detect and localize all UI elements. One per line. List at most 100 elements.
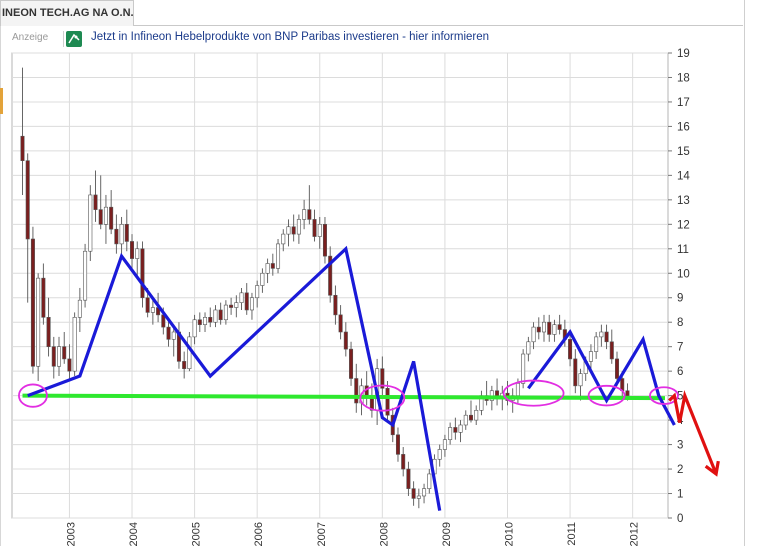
ad-link[interactable]: Jetzt in Infineon Hebelprodukte von BNP … <box>91 31 490 43</box>
candle-body <box>270 263 275 269</box>
candle <box>453 417 458 440</box>
candle-body <box>223 304 228 321</box>
candle-body <box>140 248 145 299</box>
candle <box>67 344 72 381</box>
candle-body <box>573 358 578 387</box>
candle <box>135 241 140 276</box>
candle-body <box>51 346 56 367</box>
highlight-ellipse <box>587 384 626 407</box>
x-tick-label: 2009 <box>441 522 453 546</box>
candle-body <box>124 224 129 242</box>
candle-body <box>41 277 46 318</box>
candle <box>458 420 463 443</box>
candle <box>140 241 145 308</box>
candlestick-chart: 2003 2004 2005 2006 2007 2008 2009 2010 2011 2012… <box>11 48 720 546</box>
candle <box>536 317 541 340</box>
candle <box>218 302 223 325</box>
y-tick-label: 15 <box>677 146 690 158</box>
candle <box>260 268 265 293</box>
candle <box>609 329 614 364</box>
price-chart: 2003 2004 2005 2006 2007 2008 2009 2010 2011 2012… <box>11 48 720 546</box>
scrollbar-track[interactable] <box>743 0 763 546</box>
candle-body <box>286 226 291 235</box>
candle-body <box>260 272 265 286</box>
ad-banner[interactable]: Anzeige Jetzt in Infineon Hebelprodukte … <box>8 28 736 50</box>
x-tick-label: 2008 <box>378 522 390 546</box>
candle-body <box>281 233 286 245</box>
candle <box>568 332 573 367</box>
candle-body <box>328 255 333 296</box>
candle <box>244 283 249 315</box>
candle <box>114 214 119 254</box>
candle-body <box>187 336 192 370</box>
candle <box>437 444 442 467</box>
candle <box>531 322 536 350</box>
candle-body <box>296 219 301 235</box>
candle-body <box>395 434 400 455</box>
candle <box>249 292 254 320</box>
candle-body <box>547 321 552 335</box>
candle-body <box>541 321 546 333</box>
y-tick-label: 0 <box>677 513 683 525</box>
candle <box>291 214 296 242</box>
candle-body <box>93 194 98 210</box>
x-tick-label: 2005 <box>191 522 203 546</box>
bnp-logo-icon <box>66 31 82 47</box>
candle-body <box>463 414 468 426</box>
y-tick-label: 3 <box>677 440 683 452</box>
candle <box>422 483 427 504</box>
x-tick-label: 2004 <box>128 522 140 546</box>
y-tick-label: 9 <box>677 293 683 305</box>
candle <box>317 216 322 249</box>
candle-body <box>36 277 41 367</box>
candle <box>93 170 98 222</box>
candle-body <box>615 358 620 379</box>
candle <box>213 305 218 328</box>
y-tick-label: 2 <box>677 464 683 476</box>
x-tick-label: 2012 <box>629 522 641 546</box>
candle <box>442 434 447 457</box>
x-tick-label: 2003 <box>65 522 77 546</box>
x-tick-label: 2010 <box>503 522 515 546</box>
candle-body <box>312 219 317 237</box>
candle-body <box>422 488 427 497</box>
candle <box>604 324 609 350</box>
candle <box>36 273 41 381</box>
candle <box>276 239 281 274</box>
candle <box>385 380 390 423</box>
candle <box>103 194 108 244</box>
candle <box>416 488 421 509</box>
candle <box>594 332 599 359</box>
support-line <box>22 393 666 401</box>
candle <box>599 324 604 347</box>
instrument-tab[interactable]: INEON TECH.AG NA O.N. <box>0 0 134 26</box>
candle-body <box>385 387 390 416</box>
candle <box>25 153 30 303</box>
candle-body <box>213 309 218 323</box>
candle-body <box>568 339 573 360</box>
candle-body <box>343 331 348 350</box>
candle-body <box>594 336 599 352</box>
candle <box>448 422 453 445</box>
candle <box>265 258 270 284</box>
candle <box>401 447 406 477</box>
candle <box>98 175 103 230</box>
candle <box>411 481 416 506</box>
y-tick-label: 10 <box>677 268 690 280</box>
candle-body <box>218 309 223 321</box>
candle-body <box>448 427 453 440</box>
y-tick-label: 13 <box>677 195 690 207</box>
candle-body <box>114 228 119 245</box>
candle-body <box>521 353 526 384</box>
candle-body <box>557 324 562 330</box>
y-tick-label: 6 <box>677 366 683 378</box>
candle-body <box>474 410 479 421</box>
candle <box>20 67 25 195</box>
candle <box>72 312 77 377</box>
candle-body <box>166 326 171 340</box>
candle-body <box>109 206 114 230</box>
candle <box>541 314 546 342</box>
candle <box>588 344 593 372</box>
candle-body <box>401 454 406 470</box>
candle-body <box>67 358 72 372</box>
